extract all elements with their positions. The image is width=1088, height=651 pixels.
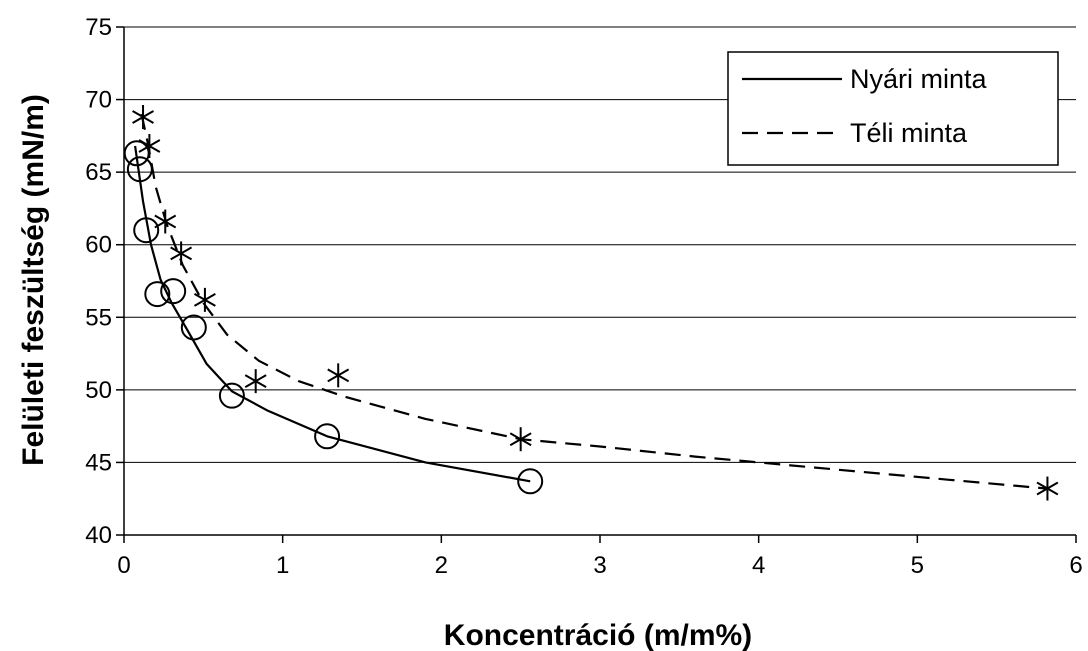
y-tick-label-50: 50 bbox=[85, 377, 112, 404]
y-tick-label-40: 40 bbox=[85, 522, 112, 549]
data-point-nyari-2 bbox=[133, 217, 160, 244]
x-tick-label-2: 2 bbox=[435, 552, 448, 579]
asterisk-stroke bbox=[170, 246, 193, 261]
y-tick-label-65: 65 bbox=[85, 159, 112, 186]
y-tick-label-55: 55 bbox=[85, 304, 112, 331]
data-point-nyari-8 bbox=[517, 468, 544, 495]
data-point-nyari-5 bbox=[180, 314, 207, 341]
data-point-nyari-7 bbox=[314, 423, 341, 450]
grid-lines bbox=[124, 26, 1076, 463]
asterisk-stroke bbox=[132, 110, 154, 124]
legend-label-nyari: Nyári minta bbox=[850, 64, 988, 94]
y-tick-label-70: 70 bbox=[85, 87, 112, 114]
y-tick-label-60: 60 bbox=[85, 232, 112, 259]
series-layer bbox=[123, 104, 1059, 501]
x-axis-title: Koncentráció (m/m%) bbox=[444, 619, 752, 651]
x-tick-label-5: 5 bbox=[911, 552, 924, 579]
data-point-teli-8 bbox=[1036, 476, 1059, 501]
x-tick-label-1: 1 bbox=[276, 552, 289, 579]
data-point-teli-7 bbox=[509, 427, 532, 452]
x-tick-label-3: 3 bbox=[593, 552, 606, 579]
axes bbox=[116, 26, 1077, 543]
asterisk-stroke bbox=[327, 368, 350, 383]
asterisk-stroke bbox=[509, 432, 532, 447]
x-tick-label-4: 4 bbox=[752, 552, 765, 579]
asterisk-stroke bbox=[138, 139, 161, 153]
series-line-0 bbox=[134, 145, 531, 483]
asterisk-stroke bbox=[1036, 481, 1059, 496]
data-point-nyari-4 bbox=[160, 278, 187, 305]
data-point-teli-0 bbox=[132, 104, 154, 129]
data-point-nyari-3 bbox=[144, 281, 171, 308]
x-tick-label-0: 0 bbox=[117, 552, 130, 579]
asterisk-stroke bbox=[193, 293, 216, 307]
data-point-teli-4 bbox=[193, 287, 216, 312]
legend-box bbox=[727, 51, 1059, 166]
asterisk-stroke bbox=[154, 214, 177, 229]
data-point-teli-6 bbox=[327, 363, 350, 388]
x-tick-label-6: 6 bbox=[1069, 552, 1082, 579]
y-tick-label-45: 45 bbox=[85, 449, 112, 476]
data-point-teli-5 bbox=[244, 369, 267, 394]
y-axis-title: Felületi feszültség (mN/m) bbox=[17, 94, 50, 466]
asterisk-stroke bbox=[244, 374, 267, 389]
data-point-teli-2 bbox=[154, 209, 177, 234]
data-point-teli-3 bbox=[170, 241, 193, 266]
series-line-1 bbox=[140, 113, 1048, 490]
data-point-teli-1 bbox=[138, 134, 161, 159]
legend-label-teli: Téli minta bbox=[850, 118, 968, 148]
legend: Nyári minta Téli minta bbox=[727, 51, 1059, 166]
data-point-nyari-6 bbox=[218, 382, 245, 409]
y-tick-label-75: 75 bbox=[85, 14, 112, 41]
